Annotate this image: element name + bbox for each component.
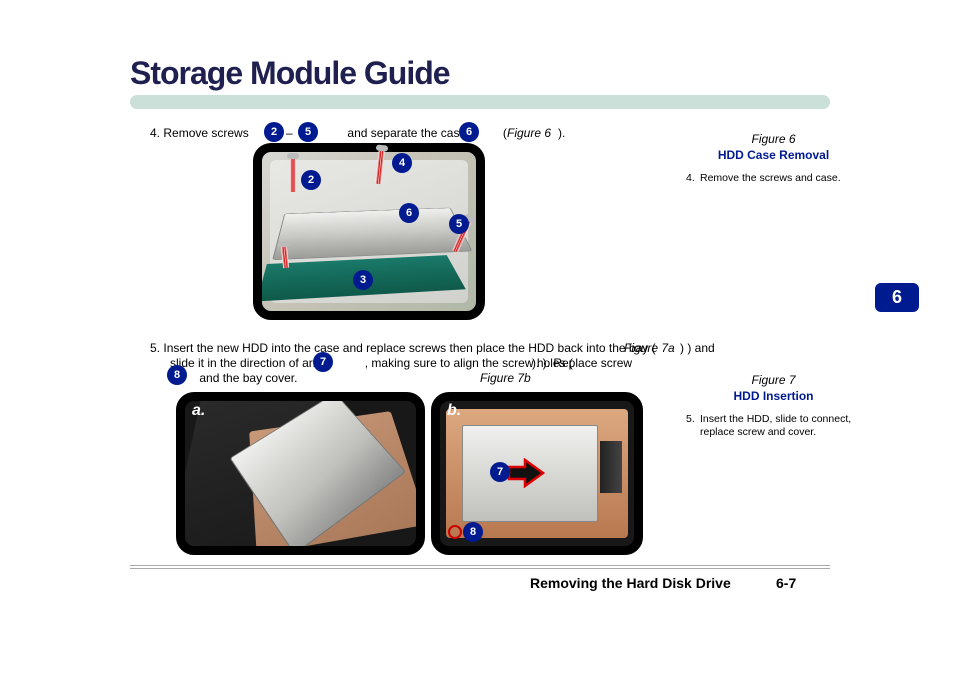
section-tab: 6 — [875, 283, 919, 312]
figure-reference-7b: Figure 7b — [480, 371, 531, 385]
instruction-2: 5. Insert the new HDD into the case and … — [150, 341, 656, 357]
callout-8: 8 — [463, 522, 483, 542]
step-text: Insert the new HDD into the case and rep… — [163, 341, 655, 355]
callout-2: 2 — [264, 122, 284, 142]
callout-5: 5 — [298, 122, 318, 142]
step-text: ). — [558, 126, 565, 140]
figure-title: HDD Insertion — [686, 389, 861, 403]
figure-title: HDD Case Removal — [686, 148, 861, 162]
sata-connector — [600, 441, 622, 493]
dash: – — [286, 126, 293, 140]
callout-7: 7 — [313, 352, 333, 372]
figure-6 — [253, 143, 485, 320]
figure-reference-7a: Figure 7a — [624, 341, 675, 355]
figure-7a — [176, 392, 425, 555]
callout-2: 2 — [301, 170, 321, 190]
step-text: Remove the screws and case. — [700, 172, 841, 185]
figure-step: 5. Insert the HDD, slide to connect, rep… — [686, 413, 861, 439]
callout-6: 6 — [399, 203, 419, 223]
subfigure-label: b. — [447, 402, 461, 420]
callout-7: 7 — [490, 462, 510, 482]
screw-icon — [290, 158, 296, 192]
step-text: ). ). Replace screw — [532, 356, 632, 370]
footer-title: Removing the Hard Disk Drive — [530, 575, 731, 591]
callout-5: 5 — [449, 214, 469, 234]
figure-step: 4. Remove the screws and case. — [686, 172, 861, 185]
screw-hole-marker — [448, 525, 462, 539]
callout-3: 3 — [353, 270, 373, 290]
figure-label: Figure 6 — [686, 132, 861, 146]
figure-6-caption: Figure 6 HDD Case Removal 4. Remove the … — [686, 132, 861, 191]
callout-6: 6 — [459, 122, 479, 142]
subfigure-label: a. — [192, 402, 205, 420]
figure-7-caption: Figure 7 HDD Insertion 5. Insert the HDD… — [686, 373, 861, 445]
callout-8: 8 — [167, 365, 187, 385]
footer-rule — [130, 565, 830, 569]
figure-label: Figure 7 — [686, 373, 861, 387]
header-divider — [130, 95, 830, 109]
step-number: 4. — [686, 172, 700, 185]
instruction-1: 4. Remove screws and separate the case ( — [150, 126, 507, 142]
step-text: slide it in the direction of arrow — [170, 356, 332, 370]
step-text: and the bay cover. — [199, 371, 297, 385]
step-number: 5. — [686, 413, 700, 439]
step-number: 5. — [150, 341, 160, 355]
step-text: Insert the HDD, slide to connect, replac… — [700, 413, 861, 439]
step-number: 4. — [150, 126, 160, 140]
hdd-bracket — [272, 208, 472, 261]
figure-reference-1: Figure 6 — [507, 126, 551, 140]
step-text: Remove screws — [163, 126, 248, 140]
page-title: Storage Module Guide — [130, 55, 450, 92]
arrow-right-icon — [507, 458, 547, 488]
page-number: 6-7 — [776, 575, 796, 591]
step-text: ) ) and — [680, 341, 715, 355]
step-text: and separate the case — [347, 126, 466, 140]
callout-4: 4 — [392, 153, 412, 173]
